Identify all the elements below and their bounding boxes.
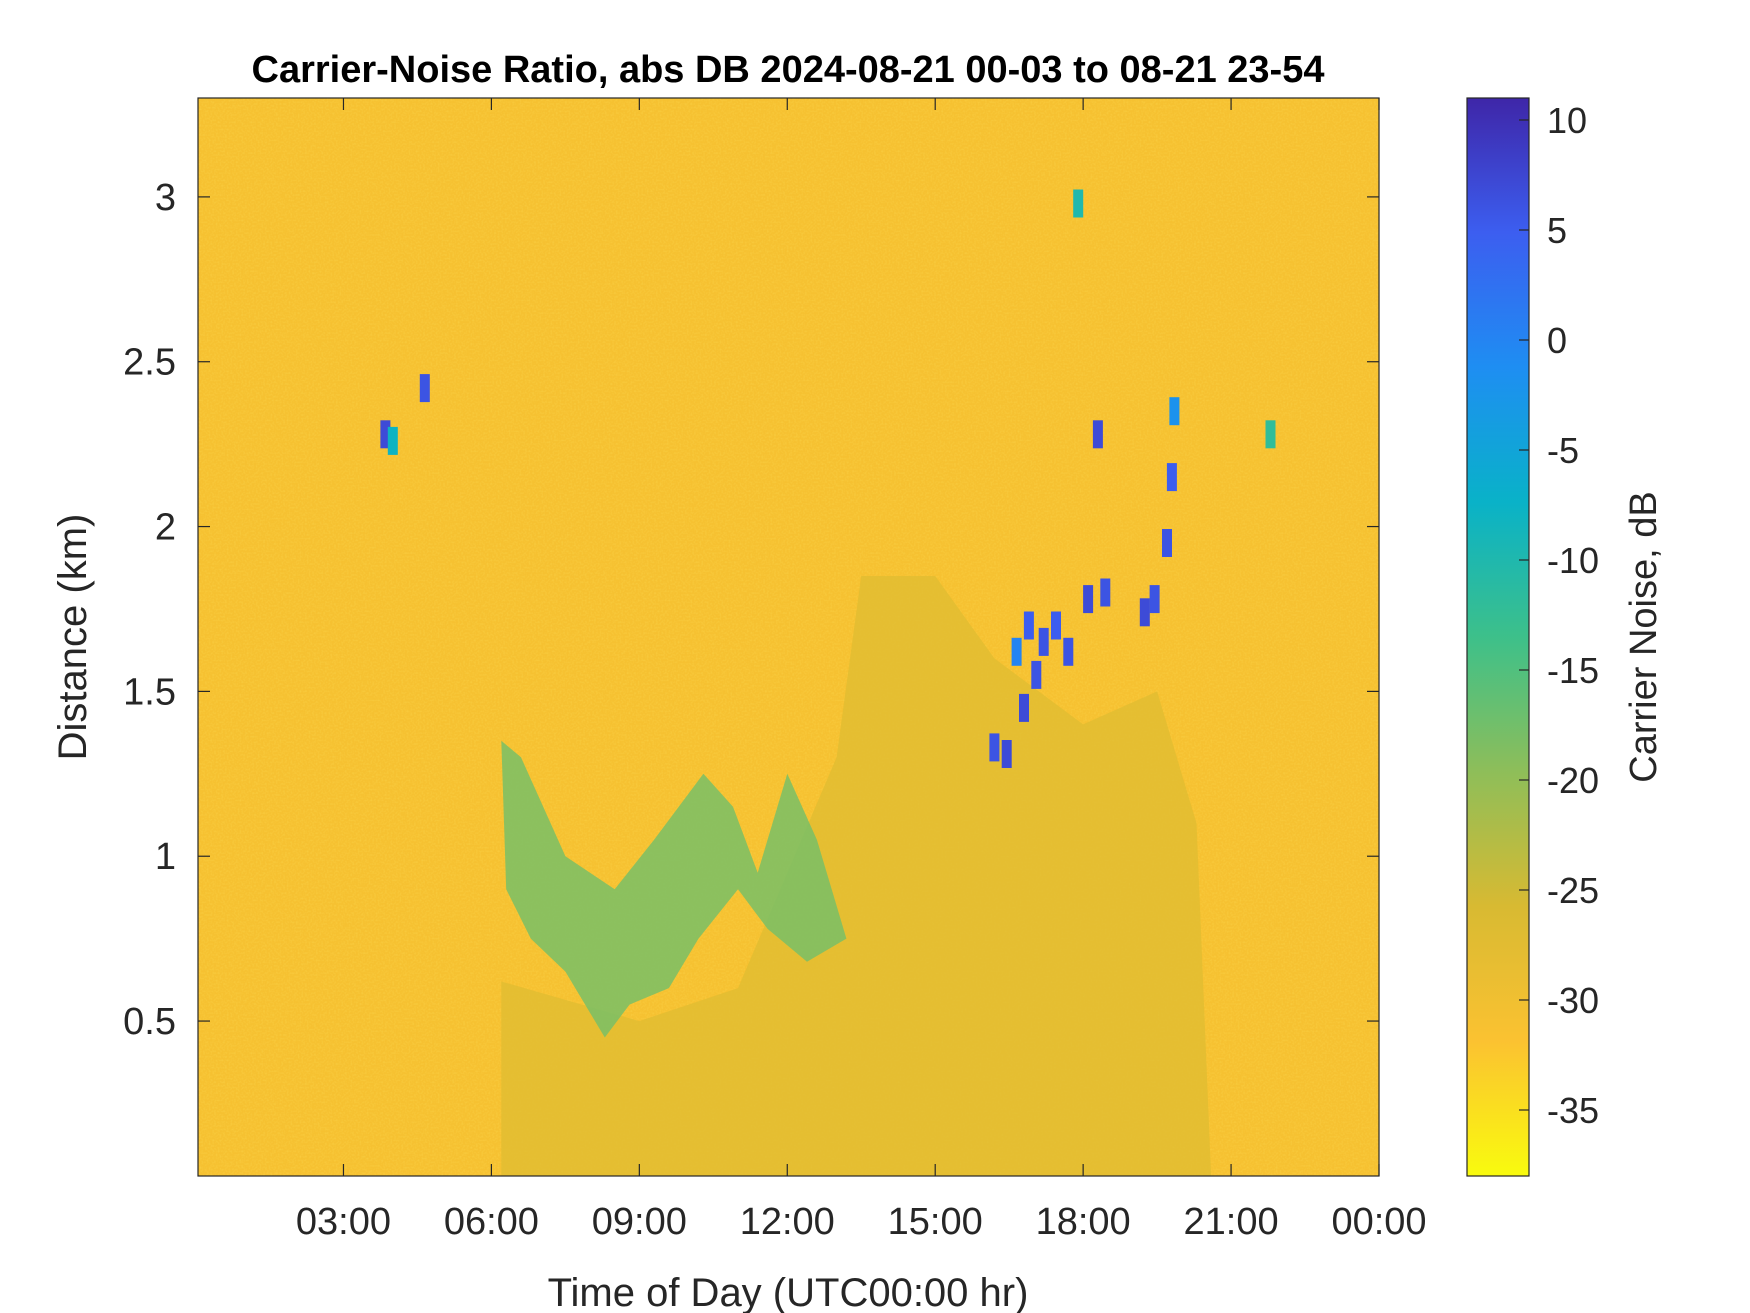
y-tick-label: 2.5: [123, 342, 176, 384]
y-axis: 0.5 1 1.5 2 2.5 3: [123, 177, 1379, 1043]
heatmap-spot: [1011, 637, 1022, 666]
y-tick-label: 1: [155, 836, 176, 878]
heatmap-spot: [1092, 420, 1103, 449]
x-axis: 03:00 06:00 09:00 12:00 15:00 18:00 21:00 00:00: [296, 98, 1427, 1243]
heatmap-plot-area: [197, 97, 1380, 1177]
heatmap-spot: [1139, 598, 1150, 627]
heatmap-spot: [387, 426, 398, 455]
colorbar-tick-label: -10: [1547, 540, 1599, 581]
heatmap-spot: [1265, 420, 1276, 449]
heatmap-spot: [1149, 585, 1160, 614]
colorbar-tick-label: -30: [1547, 980, 1599, 1021]
colorbar-tick-label: -35: [1547, 1090, 1599, 1131]
colorbar-tick-label: 5: [1547, 210, 1567, 251]
heatmap-spot: [1073, 189, 1084, 218]
heatmap-spot: [1083, 585, 1094, 614]
heatmap-spot: [1001, 740, 1012, 768]
x-tick-label: 18:00: [1036, 1201, 1131, 1243]
plot-frame: [197, 97, 1380, 1177]
chart-title: Carrier-Noise Ratio, abs DB 2024-08-21 0…: [252, 49, 1325, 91]
x-tick-label: 15:00: [888, 1201, 983, 1243]
x-tick-label: 06:00: [444, 1201, 539, 1243]
heatmap-spot: [1038, 627, 1049, 656]
colorbar: 10 5 0 -5 -10 -15 -20 -25 -30 -35 Carrier Noise, …: [1466, 97, 1665, 1177]
heatmap-spot: [1019, 693, 1029, 722]
heatmap-spot: [380, 420, 391, 449]
heatmap-spot: [989, 733, 1000, 762]
x-axis-label: Time of Day (UTC00:00 hr): [548, 1271, 1029, 1313]
y-tick-label: 0.5: [123, 1001, 176, 1043]
heatmap-spot: [1023, 611, 1034, 640]
colorbar-tick-label: -15: [1547, 650, 1599, 691]
heatmap-spot: [1100, 578, 1111, 607]
colorbar-label: Carrier Noise, dB: [1623, 491, 1665, 782]
x-tick-label: 09:00: [592, 1201, 687, 1243]
heatmap-spots: [380, 189, 1276, 768]
x-tick-label: 03:00: [296, 1201, 391, 1243]
heatmap-spot: [419, 374, 430, 403]
heatmap-spot: [1169, 397, 1180, 426]
colorbar-tick-label: 10: [1547, 100, 1587, 141]
x-tick-label: 00:00: [1331, 1201, 1426, 1243]
colorbar-tick-label: -20: [1547, 760, 1599, 801]
colorbar-gradient: [1466, 97, 1530, 1177]
heatmap-spot: [1162, 529, 1172, 557]
heatmap-spot: [1063, 637, 1074, 666]
heatmap-regions: [501, 576, 1212, 1176]
heatmap-spot: [1166, 463, 1177, 492]
colorbar-tick-label: -25: [1547, 870, 1599, 911]
y-tick-label: 3: [155, 177, 176, 219]
y-tick-label: 1.5: [123, 671, 176, 713]
heatmap-region-boundary-layer: [501, 576, 1212, 1176]
y-axis-label: Distance (km): [51, 514, 95, 761]
heatmap-region-aerosol-layer: [501, 740, 847, 1038]
heatmap-spot: [1051, 611, 1061, 640]
x-tick-label: 12:00: [740, 1201, 835, 1243]
y-tick-label: 2: [155, 507, 176, 549]
colorbar-tick-label: 0: [1547, 320, 1567, 361]
colorbar-ticks: 10 5 0 -5 -10 -15 -20 -25 -30 -35: [1519, 100, 1599, 1131]
heatmap-spot: [1031, 660, 1042, 689]
x-tick-label: 21:00: [1184, 1201, 1279, 1243]
colorbar-tick-label: -5: [1547, 430, 1579, 471]
